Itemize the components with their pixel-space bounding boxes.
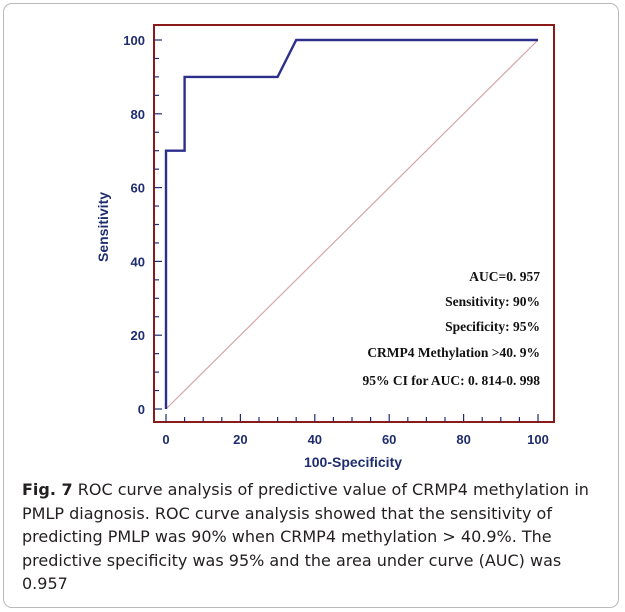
stat-annotation: AUC=0. 957 [469, 269, 540, 284]
y-tick-label: 100 [123, 33, 145, 48]
stat-annotation: 95% CI for AUC: 0. 814-0. 998 [363, 373, 541, 388]
y-axis-title: Sensitivity [95, 192, 111, 262]
x-tick-label: 0 [162, 432, 169, 447]
roc-curve-line [164, 38, 538, 409]
y-tick-label: 40 [131, 254, 145, 269]
stat-annotation: Specificity: 95% [445, 319, 540, 334]
y-tick-label: 60 [131, 181, 145, 196]
x-tick-label: 20 [233, 432, 247, 447]
reference-diagonal-line [165, 39, 539, 410]
plot-frame [153, 24, 555, 423]
y-tick-label: 0 [138, 402, 145, 417]
x-tick-label: 60 [382, 432, 396, 447]
x-tick-label: 80 [456, 432, 470, 447]
y-tick-label: 80 [131, 107, 145, 122]
figure-frame: 0 20 40 60 80 100 0 20 40 60 80 100 AUC=0. 957 Sensi… [3, 3, 619, 608]
y-tick-label: 20 [131, 328, 145, 343]
x-tick-label: 100 [527, 432, 549, 447]
x-tick-label: 40 [308, 432, 322, 447]
figure-caption: Fig. 7 ROC curve analysis of predictive … [22, 478, 612, 596]
figure-label: Fig. 7 [22, 480, 73, 499]
x-axis-title: 100-Specificity [304, 454, 402, 470]
stat-annotation: CRMP4 Methylation >40. 9% [367, 345, 540, 360]
roc-chart: 0 20 40 60 80 100 0 20 40 60 80 100 AUC=0. 957 Sensi… [95, 24, 555, 470]
stat-annotation: Sensitivity: 90% [445, 294, 540, 309]
caption-text: ROC curve analysis of predictive value o… [22, 480, 589, 593]
